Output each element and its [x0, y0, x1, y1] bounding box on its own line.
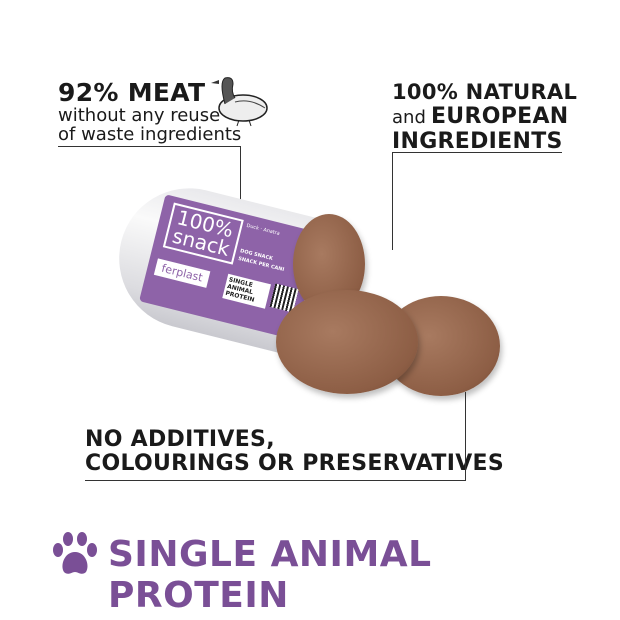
natural-and: and — [392, 107, 426, 128]
natural-line2: EUROPEAN — [430, 104, 569, 129]
package-flavors: Duck · Anatra — [245, 222, 281, 237]
additives-leader-h — [85, 480, 466, 481]
footer-title: SINGLE ANIMAL PROTEIN — [108, 534, 432, 616]
meat-callout: 92% MEAT without any reuse of waste ingr… — [58, 78, 242, 145]
meat-leader-v — [240, 146, 241, 202]
meat-title: 92% MEAT — [58, 78, 206, 107]
natural-leader-v — [392, 152, 393, 250]
duck-illustration-icon — [211, 77, 268, 127]
package-badge: SINGLE ANIMAL PROTEIN — [222, 273, 271, 309]
additives-line1: NO ADDITIVES, — [85, 427, 275, 452]
meat-line2: of waste ingredients — [58, 124, 242, 145]
sausage-slice-front — [276, 290, 418, 394]
additives-line2: COLOURINGS OR PRESERVATIVES — [85, 451, 504, 476]
paw-icon — [53, 532, 97, 574]
meat-line1: without any reuse — [58, 105, 221, 126]
natural-line1: 100% NATURAL — [392, 80, 578, 104]
additives-leader-v — [465, 392, 466, 481]
package-maker: ferplast — [153, 258, 211, 288]
natural-line3: INGREDIENTS — [392, 129, 563, 154]
natural-callout: 100% NATURAL and EUROPEAN INGREDIENTS — [392, 80, 577, 154]
additives-callout: NO ADDITIVES, COLOURINGS OR PRESERVATIVE… — [85, 428, 504, 476]
meat-leader-h — [58, 146, 241, 147]
natural-leader-h — [392, 152, 562, 153]
